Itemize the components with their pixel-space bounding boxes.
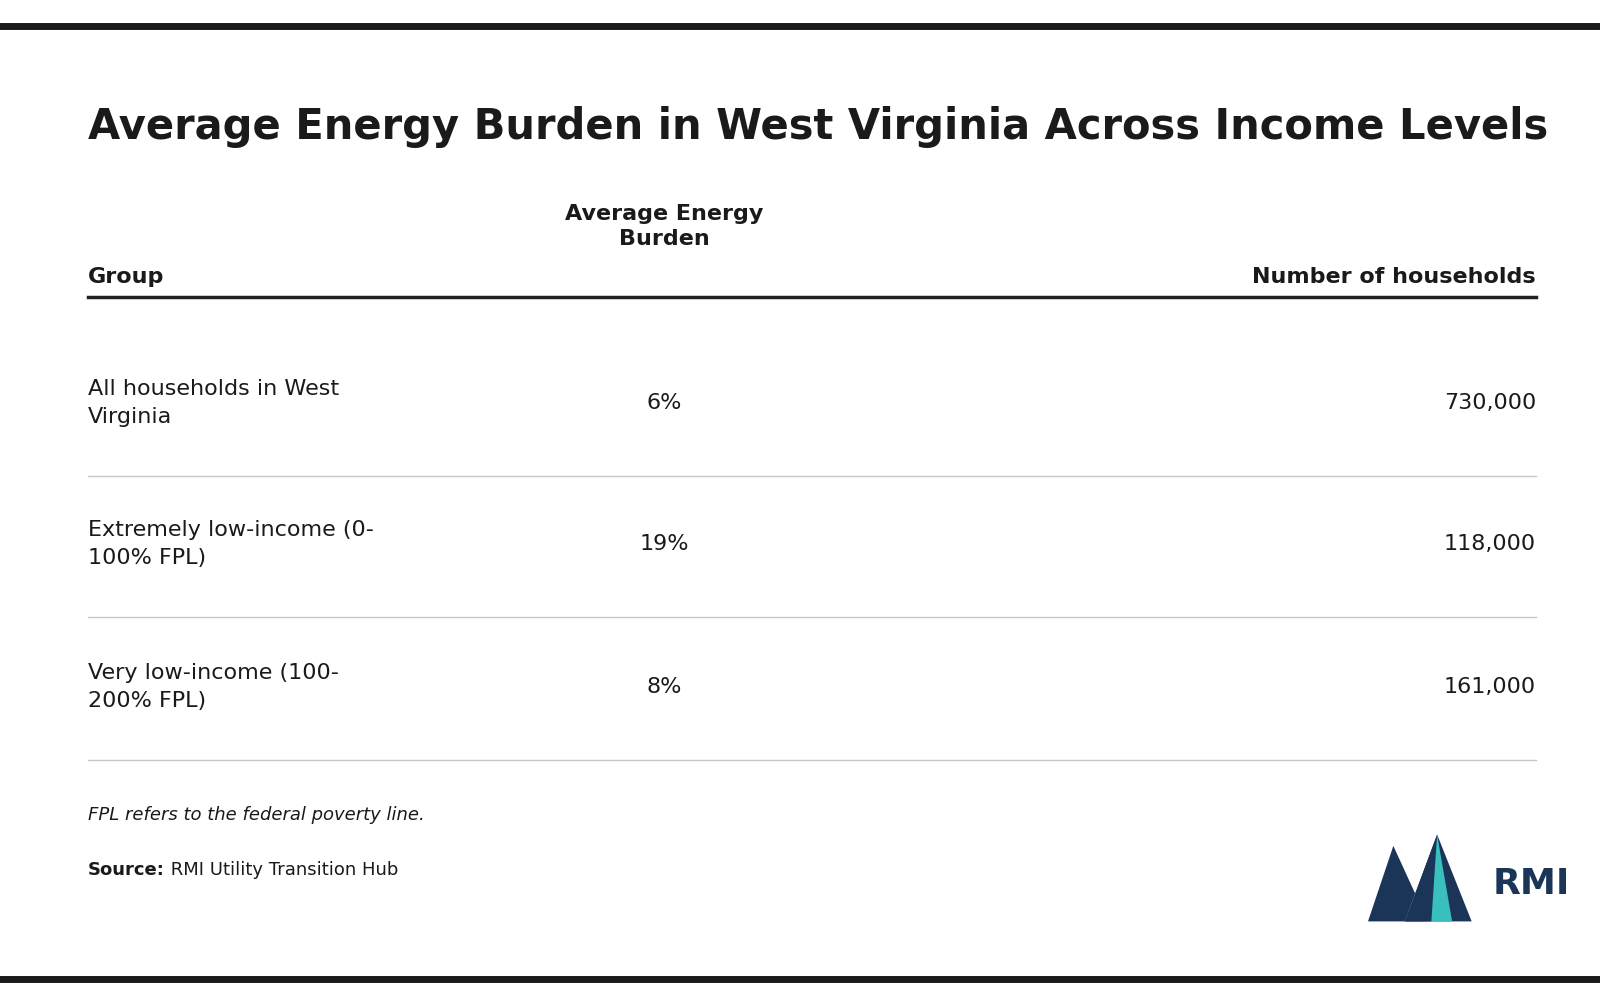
Text: Average Energy Burden in West Virginia Across Income Levels: Average Energy Burden in West Virginia A…	[88, 106, 1549, 148]
Text: Extremely low-income (0-
100% FPL): Extremely low-income (0- 100% FPL)	[88, 520, 374, 568]
Polygon shape	[1424, 835, 1453, 921]
Text: RMI: RMI	[1493, 867, 1570, 900]
Polygon shape	[1405, 890, 1427, 921]
Text: Group: Group	[88, 267, 165, 287]
Text: Source:: Source:	[88, 861, 165, 879]
Text: Number of households: Number of households	[1253, 267, 1536, 287]
Text: 118,000: 118,000	[1443, 534, 1536, 554]
Polygon shape	[1368, 846, 1427, 921]
Text: FPL refers to the federal poverty line.: FPL refers to the federal poverty line.	[88, 806, 424, 824]
Text: 6%: 6%	[646, 393, 682, 413]
Text: 730,000: 730,000	[1443, 393, 1536, 413]
Text: Average Energy
Burden: Average Energy Burden	[565, 204, 763, 249]
Polygon shape	[1405, 835, 1437, 921]
Text: 19%: 19%	[640, 534, 688, 554]
Text: All households in West
Virginia: All households in West Virginia	[88, 379, 339, 427]
Text: RMI Utility Transition Hub: RMI Utility Transition Hub	[165, 861, 398, 879]
Polygon shape	[1405, 835, 1472, 921]
Text: 161,000: 161,000	[1443, 677, 1536, 697]
Text: 8%: 8%	[646, 677, 682, 697]
Text: Very low-income (100-
200% FPL): Very low-income (100- 200% FPL)	[88, 663, 339, 711]
